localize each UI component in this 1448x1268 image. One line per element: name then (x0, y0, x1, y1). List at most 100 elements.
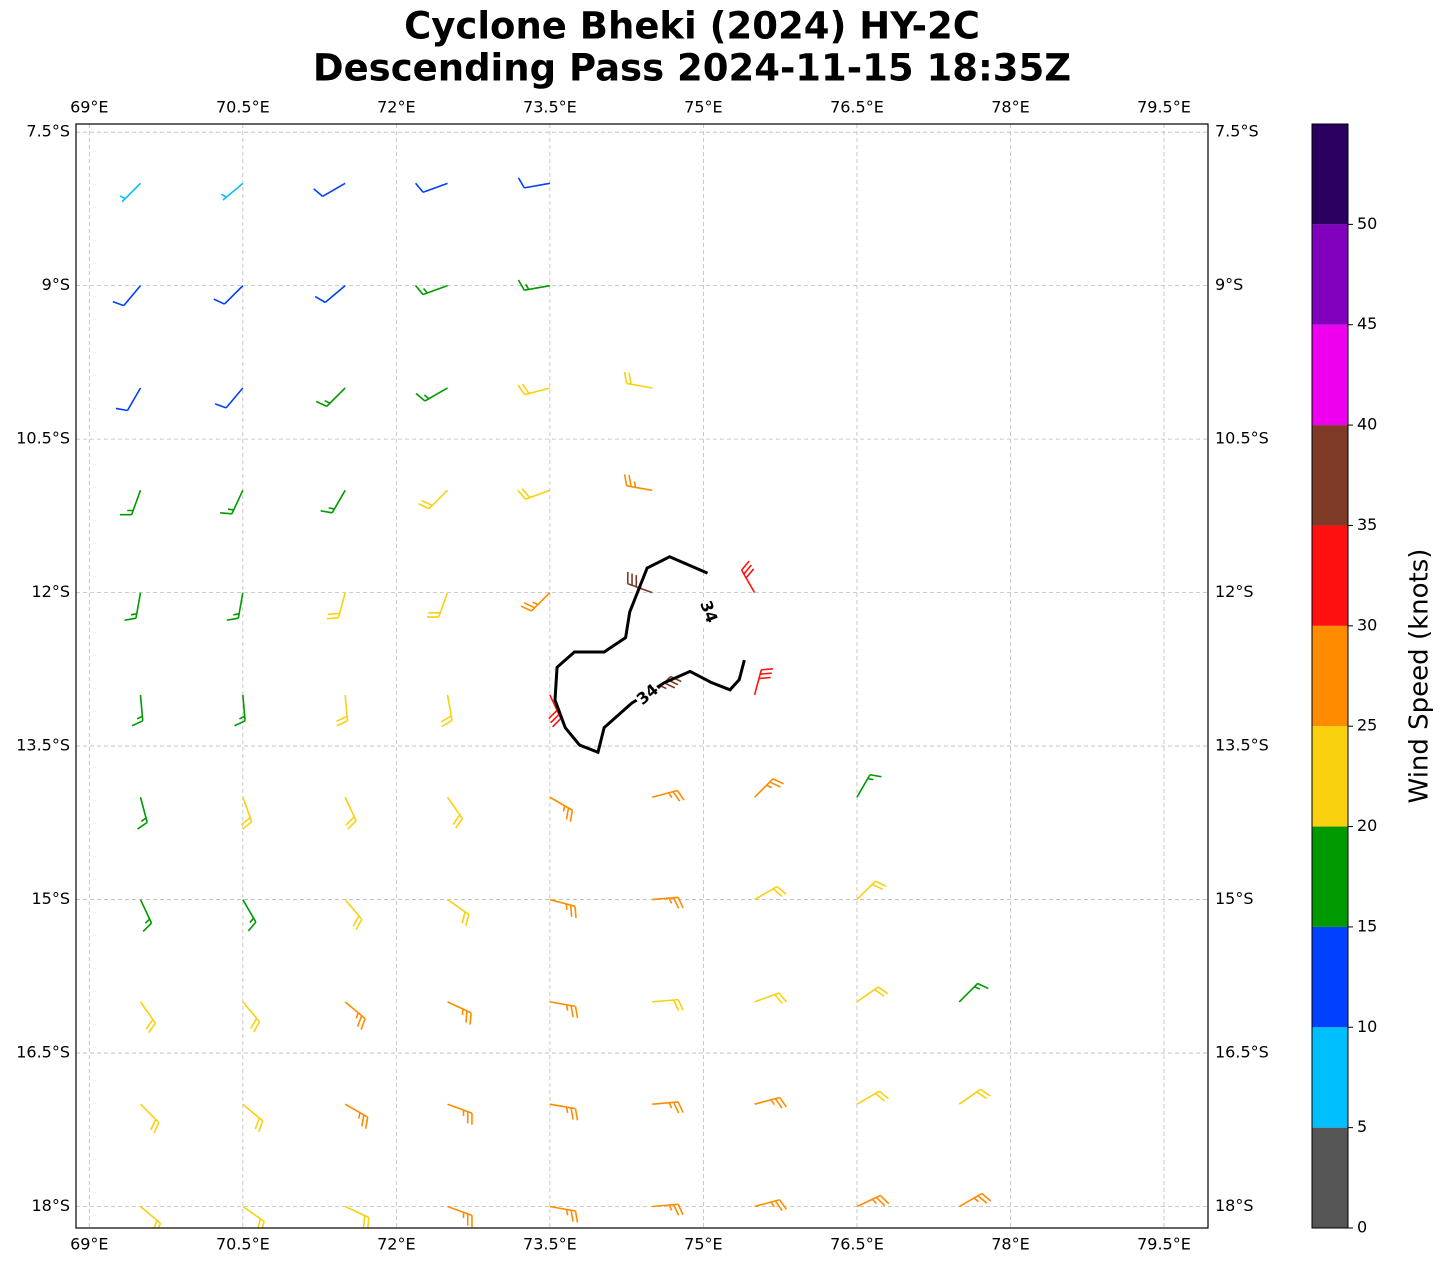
wind-barb (623, 474, 653, 492)
x-tick-label: 73.5°E (523, 1235, 577, 1254)
wind-barb (240, 796, 253, 830)
contour-line (553, 555, 746, 755)
wind-barb (214, 387, 244, 409)
y-tick-label: 10.5°S (1215, 429, 1269, 448)
y-tick-label: 15°S (1215, 889, 1254, 908)
wind-barb (336, 694, 349, 727)
wind-barb (517, 279, 551, 291)
barbs (112, 177, 992, 1228)
wind-barb (220, 489, 244, 515)
wind-barb (447, 1001, 472, 1025)
contour-label-bg (693, 596, 723, 628)
y-tick-label: 9°S (42, 275, 70, 294)
wind-barb (754, 1199, 788, 1211)
y-tick-label: 18°S (1215, 1196, 1254, 1215)
colorbar-segment (1312, 224, 1348, 325)
colorbar-tick-label: 5 (1357, 1117, 1367, 1136)
x-tick-label: 78°E (991, 98, 1029, 117)
wind-barb (426, 592, 449, 618)
x-tick-label: 70.5°E (216, 98, 270, 117)
colorbar-tick-label: 40 (1357, 415, 1377, 434)
wind-barb (754, 778, 784, 798)
x-tick-label: 78°E (991, 1235, 1029, 1254)
y-tick-label: 13.5°S (1215, 736, 1269, 755)
colorbar-tick-label: 15 (1357, 916, 1377, 935)
colorbar-segment (1312, 525, 1348, 626)
wind-barb (414, 284, 448, 296)
wind-barb (315, 387, 346, 408)
wind-barb (856, 986, 889, 1003)
colorbar-frame (1311, 123, 1349, 1229)
wind-barb (112, 285, 142, 307)
chart-subtitle: Descending Pass 2024-11-15 18:35Z (313, 47, 1071, 90)
wind-barb (623, 371, 653, 389)
y-tick-label: 9°S (1215, 275, 1243, 294)
colorbar-tick-label: 45 (1357, 314, 1377, 333)
wind-barb (446, 796, 464, 829)
wind-barb (119, 182, 142, 203)
colorbar-tick-label: 30 (1357, 615, 1377, 634)
wind-barb (549, 796, 574, 822)
wind-barb (856, 1090, 889, 1105)
wind-barb (242, 1001, 261, 1033)
wind-barb (119, 490, 142, 516)
wind-barb (856, 1194, 890, 1208)
colorbar-segment (1312, 926, 1348, 1028)
y-tick-label: 7.5°S (26, 122, 70, 141)
wind-barb (548, 694, 562, 728)
colorbar-tick-label: 0 (1357, 1218, 1367, 1237)
wind-barb (958, 982, 989, 1003)
y-tick-label: 7.5°S (1215, 122, 1259, 141)
colorbar-tick-label: 50 (1357, 214, 1377, 233)
wind-barb (517, 383, 551, 396)
wind-barb (320, 489, 346, 514)
plot-frame (75, 123, 1209, 1229)
wind-barb (517, 488, 551, 500)
wind-barb (220, 182, 244, 201)
colorbar-segment (1312, 324, 1348, 426)
y-tick-label: 13.5°S (16, 736, 70, 755)
wind-barb (226, 592, 244, 622)
colorbar-tick-label: 10 (1357, 1017, 1377, 1036)
y-tick-label: 12°S (31, 582, 70, 601)
x-tick-label: 76.5°E (830, 1235, 884, 1254)
y-tick-label: 10.5°S (16, 429, 70, 448)
wind-barb (414, 182, 448, 193)
colorbar-segment (1312, 1027, 1348, 1128)
x-tick-label: 75°E (684, 98, 722, 117)
x-tick-label: 75°E (684, 1235, 722, 1254)
wind-barb (242, 899, 257, 932)
wind-barb (754, 1096, 788, 1109)
x-tick-label: 72°E (377, 98, 415, 117)
colorbar-segment (1312, 124, 1348, 225)
wind-barb (242, 1103, 264, 1133)
wind-barb (344, 796, 357, 830)
wind-barb (124, 592, 142, 622)
x-tick-label: 76.5°E (830, 98, 884, 117)
y-tick-label: 18°S (31, 1196, 70, 1215)
wind-barb (344, 1103, 369, 1129)
colorbar-tick-label: 20 (1357, 816, 1377, 835)
wind-barb (652, 1101, 684, 1114)
x-tick-label: 79.5°E (1137, 98, 1191, 117)
wind-barb (131, 694, 144, 727)
wind-barb (549, 1103, 579, 1121)
wind-barb (418, 489, 449, 510)
wind-barb (314, 285, 346, 304)
wind-barb (517, 177, 551, 189)
wind-barb (139, 899, 153, 932)
wind-barb (549, 1205, 579, 1223)
wind-barb (740, 560, 756, 594)
wind-barb (652, 1203, 684, 1216)
wind-barb (344, 899, 363, 931)
wind-barb (549, 1001, 579, 1019)
wind-barb (344, 1001, 366, 1030)
wind-barb (139, 1001, 157, 1034)
wind-barb (313, 182, 346, 198)
wind-barb (958, 1192, 992, 1208)
wind-barb (754, 992, 788, 1005)
wind-barb (115, 387, 142, 412)
wind-barb (753, 668, 774, 696)
wind-barb (652, 998, 684, 1011)
wind-barb (137, 797, 148, 830)
